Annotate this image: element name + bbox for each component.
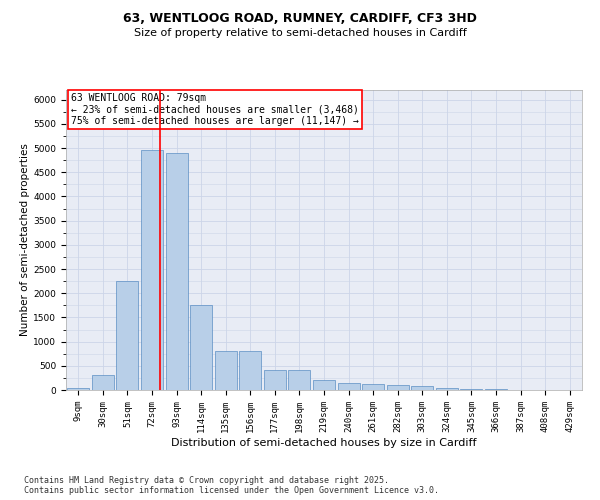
- Bar: [116, 281, 139, 390]
- Bar: [166, 153, 188, 390]
- X-axis label: Distribution of semi-detached houses by size in Cardiff: Distribution of semi-detached houses by …: [171, 438, 477, 448]
- Y-axis label: Number of semi-detached properties: Number of semi-detached properties: [20, 144, 31, 336]
- Bar: [362, 384, 384, 390]
- Bar: [92, 375, 114, 390]
- Bar: [239, 352, 262, 390]
- Bar: [460, 388, 482, 390]
- Text: Contains HM Land Registry data © Crown copyright and database right 2025.
Contai: Contains HM Land Registry data © Crown c…: [24, 476, 439, 495]
- Bar: [264, 370, 286, 390]
- Bar: [386, 385, 409, 390]
- Bar: [436, 388, 458, 390]
- Bar: [141, 150, 163, 390]
- Bar: [411, 386, 433, 390]
- Bar: [313, 380, 335, 390]
- Bar: [338, 382, 359, 390]
- Bar: [67, 388, 89, 390]
- Text: 63 WENTLOOG ROAD: 79sqm
← 23% of semi-detached houses are smaller (3,468)
75% of: 63 WENTLOOG ROAD: 79sqm ← 23% of semi-de…: [71, 93, 359, 126]
- Text: Size of property relative to semi-detached houses in Cardiff: Size of property relative to semi-detach…: [134, 28, 466, 38]
- Text: 63, WENTLOOG ROAD, RUMNEY, CARDIFF, CF3 3HD: 63, WENTLOOG ROAD, RUMNEY, CARDIFF, CF3 …: [123, 12, 477, 26]
- Bar: [289, 370, 310, 390]
- Bar: [215, 352, 237, 390]
- Bar: [190, 306, 212, 390]
